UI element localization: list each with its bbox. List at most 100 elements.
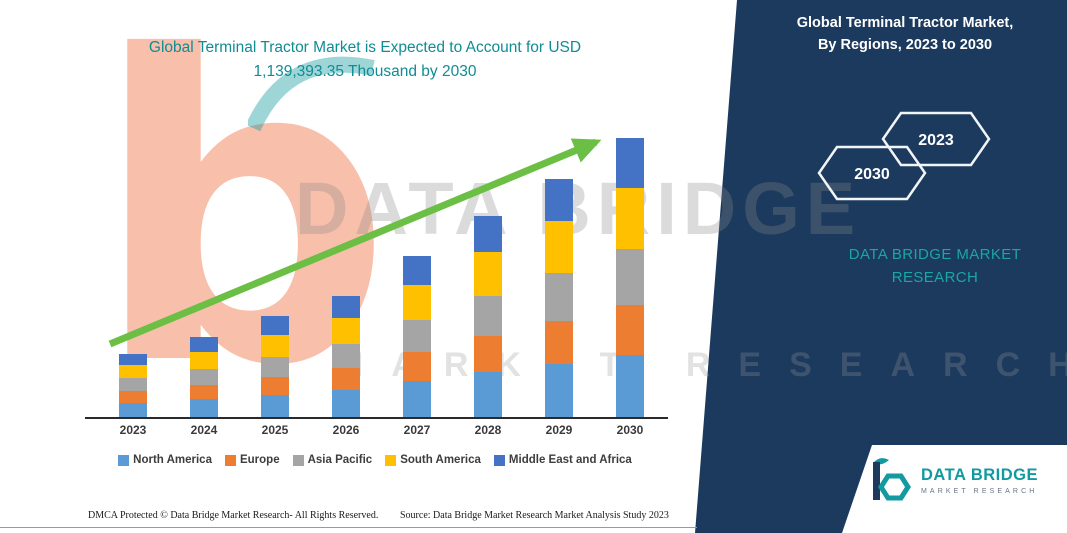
legend-item: Europe [224,454,280,466]
bar-segment [261,357,289,377]
x-axis-label: 2029 [545,423,573,437]
x-axis-label: 2026 [332,423,360,437]
footer-source: Source: Data Bridge Market Research Mark… [400,510,669,521]
bar-group-2030 [616,138,644,417]
bar-segment [545,221,573,273]
bar-segment [332,390,360,417]
bar-segment [474,252,502,296]
bar-segment [190,337,218,352]
x-axis-label: 2023 [119,423,147,437]
bar-segment [119,391,147,403]
bar-segment [403,320,431,352]
legend-label: South America [400,454,481,466]
hexagon-2023-label: 2023 [918,132,954,149]
bar-group-2029 [545,179,573,417]
bar-segment [403,256,431,285]
bar-segment [403,285,431,320]
legend-label: Europe [239,454,280,466]
x-axis-label: 2024 [190,423,218,437]
bar-segment [190,369,218,385]
logo-stem [873,462,880,500]
bar-segment [332,296,360,318]
bar-group-2024 [190,337,218,417]
bar-segment [545,273,573,321]
panel-title-line1: Global Terminal Tractor Market, [796,15,1014,31]
chart-title-line1: Global Terminal Tractor Market is Expect… [148,39,582,56]
legend-swatch [292,454,304,466]
panel-brand-line1: DATA BRIDGE MARKET [848,246,1022,263]
hexagon-2023 [881,111,991,167]
bar-segment [190,385,218,399]
panel-brand-line2: RESEARCH [891,269,979,287]
bar-group-2026 [332,296,360,417]
watermark-subtext: MARKET RESEARCH [335,346,1067,384]
bar-segment [474,336,502,372]
legend-swatch [118,454,130,466]
dbmr-logo-text: DATA BRIDGE MARKET RESEARCH [921,466,1038,495]
panel-title: Global Terminal Tractor Market, By Regio… [770,12,1040,57]
watermark-leaf-swoosh [248,56,375,132]
bar-segment [261,377,289,395]
panel-brand-text: DATA BRIDGE MARKET RESEARCH [795,243,1067,290]
bar-group-2027 [403,256,431,417]
legend-item: North America [118,454,212,466]
bar-segment [545,364,573,417]
hexagon-2030 [817,145,927,201]
bar-segment [474,216,502,252]
bar-segment [332,344,360,368]
bar-segment [403,352,431,381]
panel-title-line2: By Regions, 2023 to 2030 [817,37,993,54]
x-axis-label: 2030 [616,423,644,437]
bar-segment [119,403,147,417]
legend-swatch [385,454,397,466]
hexagon-2030-label: 2030 [854,166,890,183]
bar-segment [261,335,289,357]
bar-segment [474,372,502,417]
bar-segment [545,321,573,364]
x-axis-label: 2028 [474,423,502,437]
chart-title-line2: 1,139,393.35 Thousand by 2030 [253,63,477,81]
dbmr-logo-subtitle: MARKET RESEARCH [921,487,1038,495]
bar-segment [261,316,289,335]
bar-segment [616,138,644,188]
bar-segment [403,381,431,417]
bar-group-2023 [119,354,147,417]
year-hexagons: 2030 2023 [817,111,991,201]
legend-item: Asia Pacific [292,454,373,466]
bar-segment [119,354,147,365]
legend-swatch [493,454,505,466]
footer-divider [0,527,697,528]
bar-segment [332,368,360,390]
chart-legend: North America Europe Asia Pacific South Ame… [78,454,672,466]
legend-swatch [224,454,236,466]
bar-segment [545,179,573,221]
bar-segment [119,365,147,378]
watermark-leaf-path [248,56,375,132]
bar-segment [616,249,644,305]
bar-segment [190,352,218,369]
legend-label: Asia Pacific [307,454,373,466]
bar-segment [261,395,289,417]
legend-label: North America [133,454,212,466]
dbmr-logo: DATA BRIDGE MARKET RESEARCH [868,456,1038,504]
chart-title: Global Terminal Tractor Market is Expect… [90,36,640,84]
footer-dmca: DMCA Protected © Data Bridge Market Rese… [88,510,379,521]
bar-segment [119,378,147,391]
bar-segment [332,318,360,344]
right-panel-polygon [695,0,1067,533]
legend-item: Middle East and Africa [493,454,632,466]
legend-item: South America [385,454,481,466]
bar-segment [190,399,218,417]
plot-area: 2023 2024 2025 2026 2027 2028 2029 2030 [85,120,668,437]
x-axis-label: 2025 [261,423,289,437]
dbmr-logo-mark [873,458,911,501]
bar-segment [474,296,502,336]
bar-group-2025 [261,316,289,417]
bar-group-2028 [474,216,502,417]
x-axis-label: 2027 [403,423,431,437]
logo-hexagon [878,473,911,501]
bar-segment [616,355,644,417]
legend-label: Middle East and Africa [508,454,632,466]
